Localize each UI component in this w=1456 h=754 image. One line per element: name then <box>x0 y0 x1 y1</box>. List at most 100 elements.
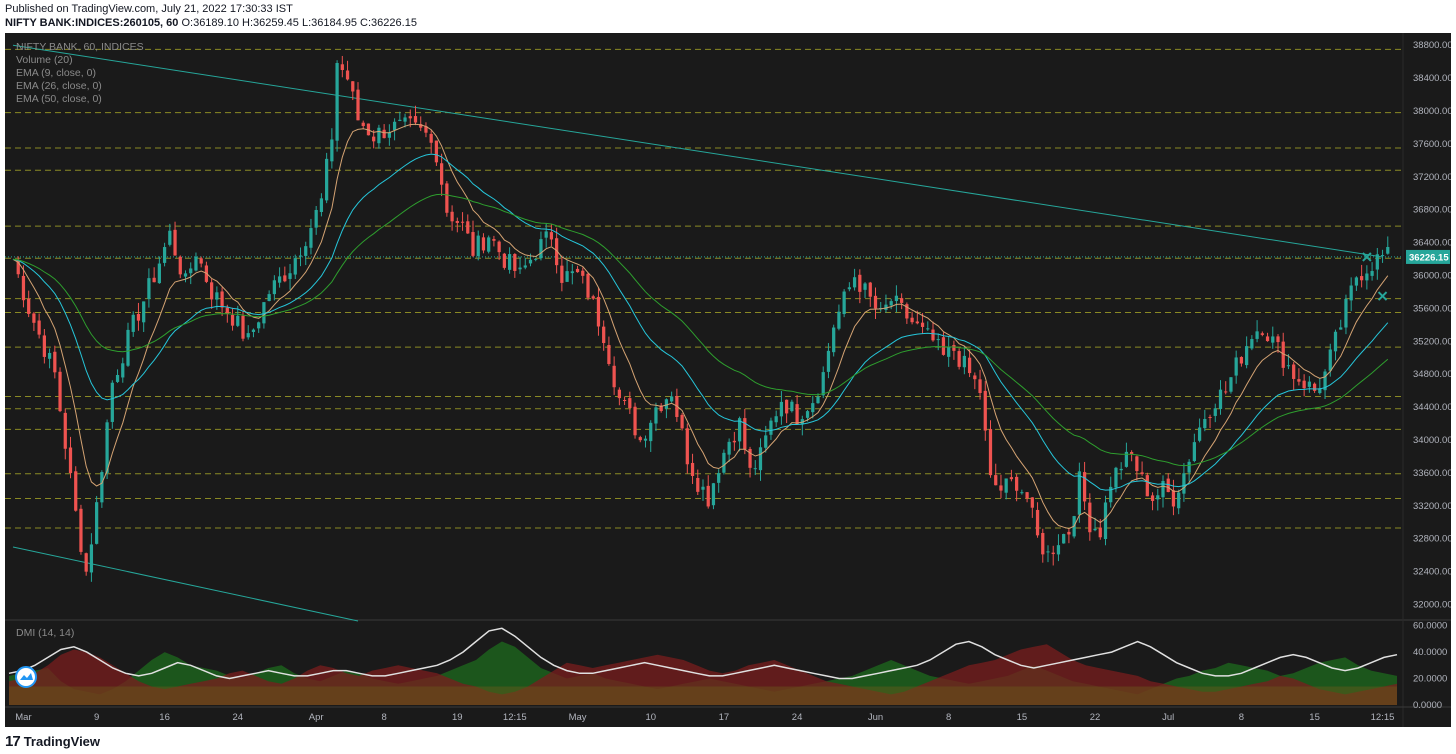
time-tick-label: 15 <box>1309 712 1320 723</box>
indicator-dmi[interactable]: DMI (14, 14) <box>16 627 75 639</box>
candle-body <box>419 124 423 128</box>
candle-body <box>1229 377 1233 392</box>
candle-body <box>664 399 669 409</box>
candle-body <box>497 241 501 253</box>
candle-body <box>157 263 161 284</box>
candle-body <box>210 282 214 300</box>
candle-body <box>889 301 893 306</box>
candle-body <box>1025 492 1029 499</box>
candle-body <box>1103 502 1108 540</box>
chart-svg[interactable]: 38800.00 38400.00 38000.00 37600.00 37200.00… <box>5 33 1451 727</box>
candle-body <box>586 273 590 298</box>
candle-body <box>1088 502 1092 533</box>
tradingview-logo-icon: 17 <box>5 732 21 750</box>
candle-body <box>246 333 250 338</box>
candle-body <box>1218 389 1223 409</box>
candle-body <box>1360 276 1364 281</box>
candle-body <box>711 483 716 506</box>
candle-body <box>304 246 308 256</box>
candle-body <box>481 237 486 251</box>
candle-body <box>121 363 125 378</box>
candle-body <box>220 291 224 308</box>
ema-line-50 <box>12 193 1389 467</box>
candle-body <box>105 422 109 473</box>
candle-body <box>63 412 67 449</box>
candle-body <box>591 296 595 299</box>
candle-body <box>1004 478 1008 493</box>
tradingview-badge-icon[interactable] <box>15 666 37 688</box>
candle-body <box>513 254 517 271</box>
tradingview-footer-logo[interactable]: 17 TradingView <box>5 732 100 750</box>
trendline <box>12 44 1383 258</box>
candle-body <box>298 255 303 257</box>
candle-body <box>649 422 653 442</box>
candle-body <box>1276 336 1280 343</box>
candle-body <box>272 280 276 295</box>
candle-body <box>622 399 627 401</box>
candle-body <box>251 329 256 332</box>
time-tick-label: 24 <box>792 712 803 723</box>
candle-body <box>612 365 616 388</box>
candle-body <box>382 129 386 139</box>
candle-body <box>47 352 52 359</box>
candle-body <box>1140 472 1144 475</box>
candle-body <box>230 314 235 326</box>
time-tick-label: 15 <box>1017 712 1028 723</box>
candle-body <box>283 275 287 282</box>
candle-body <box>466 221 470 234</box>
indicator-title[interactable]: NIFTY BANK, 60, INDICES <box>16 41 144 53</box>
indicator-ema50[interactable]: EMA (50, close, 0) <box>16 93 102 105</box>
candle-body <box>262 302 266 324</box>
candle-body <box>340 64 344 70</box>
candle-body <box>68 447 73 474</box>
candle-body <box>737 418 742 442</box>
indicator-ema26[interactable]: EMA (26, close, 0) <box>16 80 102 92</box>
candle-body <box>1265 336 1270 342</box>
candle-body <box>173 229 177 256</box>
candle-body <box>162 247 167 263</box>
indicator-volume[interactable]: Volume (20) <box>16 54 73 66</box>
candle-body <box>460 221 465 223</box>
candle-body <box>967 357 972 374</box>
candle-body <box>795 404 799 425</box>
candle-body <box>764 435 768 448</box>
candle-body <box>1328 349 1332 371</box>
chart-panel[interactable]: 38800.00 38400.00 38000.00 37600.00 37200.00… <box>5 33 1451 727</box>
candle-body <box>257 322 261 329</box>
time-tick-label: Mar <box>15 712 31 723</box>
dmi-baseline-band <box>9 686 1397 705</box>
candle-body <box>670 396 674 402</box>
candle-body <box>732 440 736 443</box>
candle-body <box>1323 371 1327 391</box>
candle-body <box>701 486 705 490</box>
candle-body <box>905 304 909 319</box>
candle-body <box>267 294 271 302</box>
price-tick-label: 36000.00 <box>1413 271 1451 282</box>
candle-body <box>528 259 533 264</box>
candle-body <box>915 321 919 324</box>
indicator-ema9[interactable]: EMA (9, close, 0) <box>16 67 96 79</box>
candle-body <box>1239 357 1244 364</box>
candle-body <box>805 411 810 418</box>
time-tick-label: 8 <box>381 712 386 723</box>
candle-body <box>1375 254 1379 270</box>
candle-body <box>42 335 46 357</box>
candle-body <box>910 317 914 323</box>
candle-body <box>178 256 182 275</box>
symbol-ohlc: NIFTY BANK:INDICES:260105, 60 O:36189.10… <box>5 17 417 29</box>
candle-body <box>194 256 198 271</box>
candle-body <box>873 295 878 309</box>
time-tick-label: 12:15 <box>503 712 527 723</box>
candle-body <box>1380 255 1385 257</box>
candle-body <box>821 372 825 396</box>
candle-body <box>183 273 188 277</box>
candle-body <box>1182 473 1186 494</box>
candle-body <box>413 116 418 123</box>
candle-body <box>790 401 794 412</box>
candle-body <box>408 116 412 119</box>
candle-body <box>58 371 62 412</box>
candle-body <box>445 183 449 213</box>
dmi-tick-label: 60.0000 <box>1413 621 1447 632</box>
candle-body <box>377 127 381 144</box>
candle-body <box>962 355 966 368</box>
